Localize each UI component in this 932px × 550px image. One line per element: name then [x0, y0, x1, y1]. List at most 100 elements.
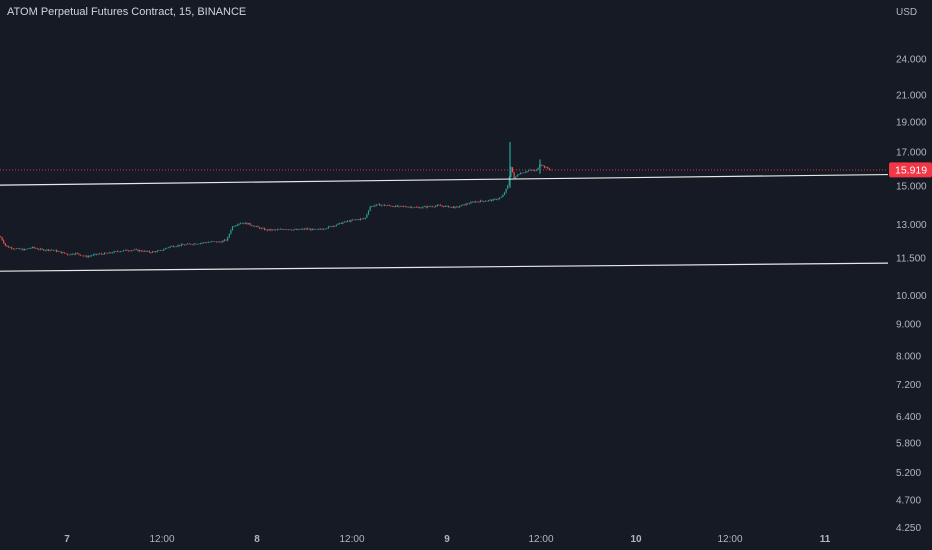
candle-body [0, 236, 2, 238]
candle-body [147, 251, 149, 252]
candle-body [22, 248, 24, 251]
candle-body [481, 200, 483, 202]
trendline[interactable] [0, 173, 889, 186]
candle-body [270, 229, 272, 231]
y-tick-label: 10.000 [896, 291, 927, 302]
candle-body [335, 224, 338, 226]
candle-body [537, 167, 539, 170]
candle-body [513, 172, 515, 179]
candle-body [180, 244, 182, 246]
candle-body [151, 251, 154, 253]
candle-body [447, 205, 450, 208]
candle-body [86, 255, 88, 258]
candle-body [78, 253, 80, 255]
candle-body [76, 252, 78, 254]
candle-body [220, 241, 222, 243]
candle-body [275, 229, 277, 231]
chart-title: ATOM Perpetual Futures Contract, 15, BIN… [7, 6, 247, 18]
candle-body [171, 245, 173, 247]
candle-body [532, 170, 534, 171]
candle-body [71, 253, 74, 255]
candle-body [505, 188, 507, 193]
candle-body [492, 199, 494, 201]
candle-body [83, 255, 85, 257]
candle-body [265, 229, 267, 231]
candle-body [223, 239, 226, 241]
price-badge-label: 15.919 [895, 165, 927, 177]
candle-body [372, 206, 374, 207]
candle-body [91, 255, 93, 257]
candle-body [73, 254, 75, 255]
candle-body [15, 248, 18, 250]
candle-body [401, 205, 403, 207]
candle-body [439, 205, 442, 206]
candle-body [111, 252, 114, 254]
candle-body [54, 249, 56, 251]
candle-body [371, 206, 373, 207]
candle-body [331, 226, 333, 227]
candle-body [62, 252, 64, 254]
candle-body [283, 229, 285, 230]
candle-body [310, 228, 312, 231]
candle-body [251, 224, 253, 226]
x-tick-label: 12:00 [339, 534, 364, 545]
candle-body [535, 169, 538, 171]
candle-body [239, 223, 242, 224]
candle-body [121, 251, 123, 252]
candle-body [519, 172, 522, 175]
candle-body [233, 226, 235, 227]
candle-body [377, 203, 379, 205]
candle-body [345, 221, 347, 223]
x-tick-label: 12:00 [149, 534, 174, 545]
candle-body [142, 251, 144, 252]
candle-body [540, 164, 542, 166]
candle-body [353, 219, 355, 221]
candle-body [423, 206, 426, 207]
candle-body [81, 255, 83, 257]
candle-body [65, 253, 67, 255]
candle-body [411, 206, 413, 208]
candle-body [70, 253, 72, 255]
candle-body [75, 252, 77, 255]
candle-body [459, 206, 461, 208]
candle-body [327, 226, 330, 229]
candle-body [110, 252, 112, 253]
candle-body [55, 249, 58, 252]
candle-body [398, 205, 400, 207]
candle-body [415, 207, 418, 208]
candle-body [313, 228, 315, 230]
candle-body [268, 229, 270, 231]
candle-body [259, 227, 261, 229]
candle-body [44, 250, 46, 251]
candlestick-series [0, 141, 552, 258]
candle-body [126, 249, 128, 251]
candle-body [428, 206, 430, 207]
candle-body [548, 168, 550, 170]
trendline[interactable] [0, 262, 889, 272]
candle-body [263, 228, 266, 231]
candle-body [20, 248, 22, 250]
candle-body [43, 249, 45, 251]
candle-body [406, 206, 408, 208]
candle-body [289, 229, 291, 231]
candle-body [292, 229, 294, 231]
candle-body [300, 229, 302, 230]
candle-body [412, 207, 414, 209]
candle-body [100, 253, 102, 255]
candle-body [108, 252, 110, 254]
candle-body [534, 170, 536, 172]
candle-body [494, 199, 496, 200]
candle-body [129, 250, 131, 252]
currency-label: USD [896, 7, 917, 18]
candle-body [35, 248, 37, 249]
candle-body [183, 244, 186, 246]
candle-body [475, 201, 477, 203]
candle-body [59, 251, 61, 252]
candle-body [348, 220, 350, 222]
candle-body [46, 249, 48, 251]
candle-body [324, 228, 326, 230]
candle-body [438, 205, 440, 206]
last-price-badge: 15.919 [889, 162, 932, 178]
candle-body [363, 218, 365, 220]
